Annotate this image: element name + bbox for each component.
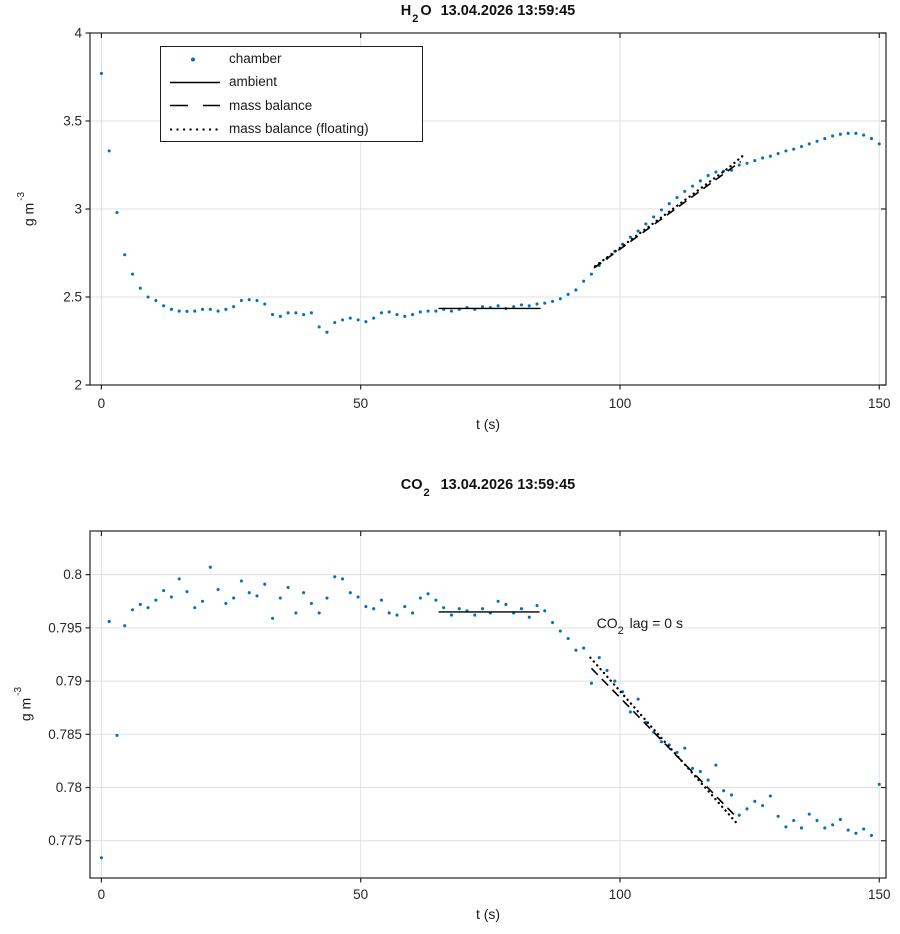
title-datetime: 13.04.2026 13:59:45 bbox=[440, 3, 576, 19]
legend-label: mass balance (floating) bbox=[229, 121, 369, 137]
title-formula: CO bbox=[400, 477, 423, 493]
svg-text:4: 4 bbox=[74, 26, 82, 41]
svg-text:3: 3 bbox=[74, 202, 82, 217]
co2-lag-annotation: CO2 lag = 0 s bbox=[596, 614, 683, 638]
legend-label: mass balance bbox=[229, 97, 313, 113]
legend-label: ambient bbox=[229, 74, 278, 90]
svg-text:0.785: 0.785 bbox=[48, 727, 82, 742]
svg-text:0.79: 0.79 bbox=[56, 674, 82, 689]
svg-text:2: 2 bbox=[74, 378, 82, 393]
svg-text:0: 0 bbox=[98, 396, 106, 411]
title-formula-subscript: 2 bbox=[412, 12, 419, 25]
legend-item-mass-balance-floating: mass balance (floating) bbox=[169, 117, 422, 140]
solid-line-icon bbox=[169, 73, 221, 91]
h2o-plot-canvas: 0 50 100 150 2 2.5 3 3.5 4 bbox=[63, 26, 891, 412]
title-formula-subscript: 2 bbox=[423, 486, 430, 499]
co2-chart-title: CO2 13.04.2026 13:59:45 bbox=[90, 477, 886, 499]
svg-text:150: 150 bbox=[868, 396, 891, 411]
legend: chamber ambient mass balance mass balanc… bbox=[160, 46, 423, 142]
legend-item-mass-balance: mass balance bbox=[169, 94, 422, 117]
svg-text:100: 100 bbox=[609, 396, 632, 411]
h2o-x-axis-label: t (s) bbox=[475, 416, 501, 432]
svg-text:50: 50 bbox=[353, 887, 368, 902]
title-formula-end: O bbox=[420, 3, 432, 19]
svg-text:0.8: 0.8 bbox=[63, 567, 82, 582]
dot-marker-icon bbox=[169, 50, 221, 68]
svg-text:0.795: 0.795 bbox=[48, 620, 82, 635]
svg-text:2.5: 2.5 bbox=[63, 290, 82, 305]
svg-text:0: 0 bbox=[98, 887, 106, 902]
dotted-line-icon bbox=[169, 120, 222, 138]
svg-text:50: 50 bbox=[353, 396, 368, 411]
dashed-line-icon bbox=[169, 96, 221, 114]
title-datetime: 13.04.2026 13:59:45 bbox=[440, 477, 576, 493]
legend-item-chamber: chamber bbox=[169, 47, 422, 70]
svg-text:3.5: 3.5 bbox=[63, 114, 82, 129]
title-formula: H bbox=[400, 3, 412, 19]
co2-plot-canvas: 0 50 100 150 0.775 0.78 0.785 0.79 0.795 0.8 bbox=[48, 530, 891, 902]
legend-label: chamber bbox=[229, 51, 282, 67]
svg-text:150: 150 bbox=[868, 887, 891, 902]
svg-text:0.78: 0.78 bbox=[56, 780, 82, 795]
h2o-chart-title: H2 O 13.04.2026 13:59:45 bbox=[90, 3, 886, 25]
co2-x-axis-label: t (s) bbox=[475, 906, 501, 922]
svg-text:100: 100 bbox=[609, 887, 632, 902]
svg-text:0.775: 0.775 bbox=[48, 833, 82, 848]
legend-item-ambient: ambient bbox=[169, 70, 422, 93]
